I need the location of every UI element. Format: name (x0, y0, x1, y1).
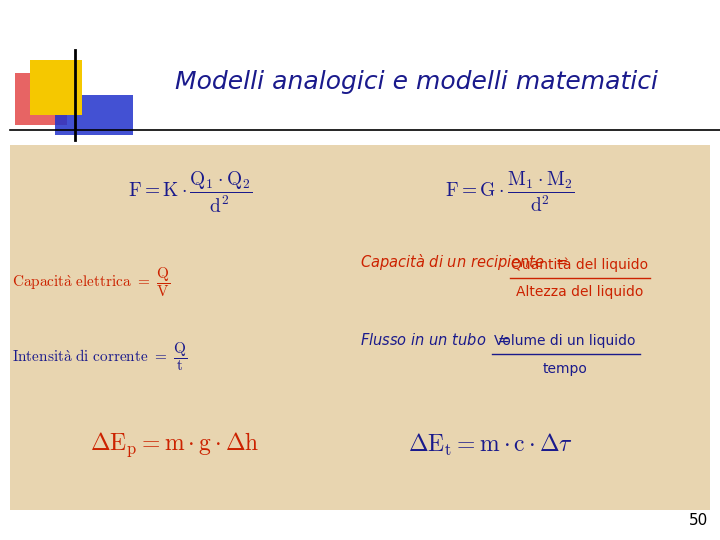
Text: $\Delta\mathrm{E_p = m \cdot g \cdot \Delta h}$: $\Delta\mathrm{E_p = m \cdot g \cdot \De… (90, 431, 260, 460)
Text: Quantità del liquido: Quantità del liquido (511, 258, 649, 272)
Text: Flusso in un tubo  $=$: Flusso in un tubo $=$ (360, 332, 510, 348)
Text: $\mathrm{Intensit\grave{a}\ di\ corrente\ =\ \dfrac{Q}{t}}$: $\mathrm{Intensit\grave{a}\ di\ corrente… (12, 341, 187, 373)
Text: Altezza del liquido: Altezza del liquido (516, 285, 644, 299)
Bar (10, 145, 710, 510)
Bar (15, 73, 67, 125)
Text: Capacità di un recipiente  $=$: Capacità di un recipiente $=$ (360, 252, 568, 272)
Bar (55, 95, 133, 135)
Text: $\mathrm{Capacit\grave{a}\ elettrica\ =\ \dfrac{Q}{V}}$: $\mathrm{Capacit\grave{a}\ elettrica\ =\… (12, 265, 170, 299)
Text: Modelli analogici e modelli matematici: Modelli analogici e modelli matematici (175, 70, 658, 94)
Bar (30, 60, 82, 115)
Text: $\mathrm{F = K \cdot \dfrac{Q_1 \cdot Q_2}{d^2}}$: $\mathrm{F = K \cdot \dfrac{Q_1 \cdot Q_… (128, 169, 252, 215)
Text: tempo: tempo (543, 362, 588, 376)
Text: $\mathrm{F = G \cdot \dfrac{M_1 \cdot M_2}{d^2}}$: $\mathrm{F = G \cdot \dfrac{M_1 \cdot M_… (445, 170, 575, 214)
Text: 50: 50 (689, 513, 708, 528)
Text: Volume di un liquido: Volume di un liquido (494, 334, 636, 348)
Text: $\Delta\mathrm{E_t = m \cdot c \cdot \Delta\tau}$: $\Delta\mathrm{E_t = m \cdot c \cdot \De… (408, 432, 572, 458)
